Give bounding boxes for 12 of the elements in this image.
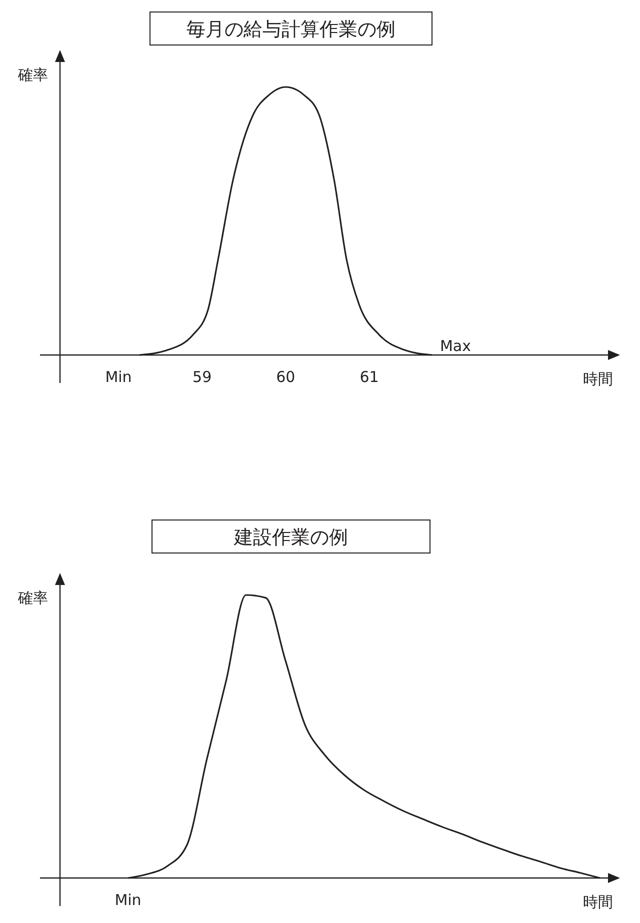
x-tick-label: 61 <box>360 368 379 386</box>
x-tick-label: 59 <box>192 368 212 386</box>
x-tick-label: Min <box>105 368 132 386</box>
x-tick-label: 60 <box>276 368 296 386</box>
chart-title: 毎月の給与計算作業の例 <box>186 18 396 40</box>
y-axis-title: 確率 <box>17 66 48 84</box>
text: Min <box>114 891 142 909</box>
chart-title: 建設作業の例 <box>233 526 348 548</box>
annotation: Max <box>440 337 472 355</box>
x-axis-title: 時間 <box>583 893 613 911</box>
y-axis-title: 確率 <box>17 589 48 607</box>
x-axis-title: 時間 <box>583 370 613 388</box>
